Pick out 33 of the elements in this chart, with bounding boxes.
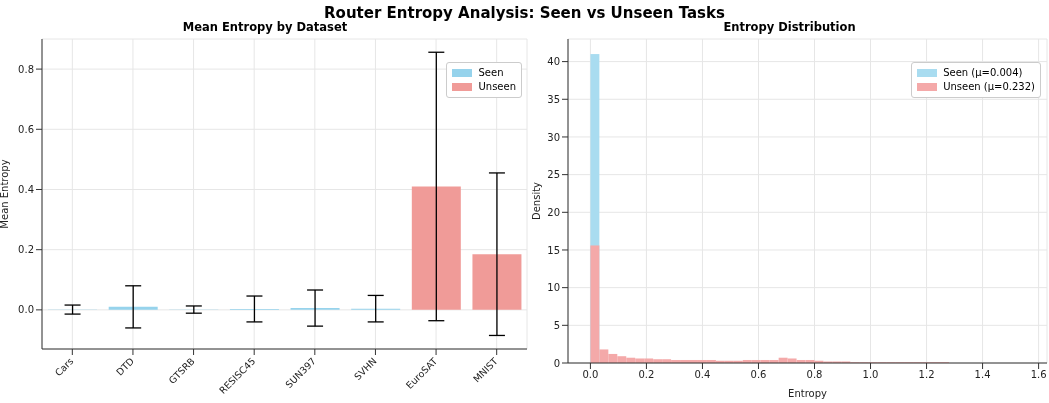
y-tick-label: 0.2 <box>18 244 34 256</box>
x-tick-label: 1.6 <box>1030 369 1047 381</box>
y-tick-label: 5 <box>553 319 560 331</box>
y-tick-label: 0 <box>553 357 560 369</box>
chart-title: Router Entropy Analysis: Seen vs Unseen Tasks <box>323 4 726 22</box>
y-tick-label: 15 <box>547 244 560 256</box>
x-tick-label: 0.0 <box>582 369 599 381</box>
legend-label: Seen (μ=0.004) <box>943 66 1023 80</box>
chart-subtitle: Entropy Distribution <box>722 20 857 34</box>
x-tick-label: 1.4 <box>974 369 991 381</box>
x-tick-label: 0.4 <box>694 369 711 381</box>
y-tick-label: 0.0 <box>18 304 34 316</box>
y-axis-title: Density <box>530 181 542 221</box>
legend-label: Unseen (μ=0.232) <box>943 80 1035 94</box>
y-tick-label: 25 <box>547 169 560 181</box>
chart-subtitle: Mean Entropy by Dataset <box>181 20 349 34</box>
x-tick-label: 0.8 <box>806 369 823 381</box>
y-tick-label: 0.4 <box>18 184 34 196</box>
x-axis-title: Entropy <box>788 388 827 399</box>
x-tick-label: 0.6 <box>750 369 767 381</box>
y-tick-label: 20 <box>547 206 560 218</box>
x-tick-label: 1.0 <box>862 369 879 381</box>
y-tick-label: 30 <box>547 131 560 143</box>
y-tick-label: 0.8 <box>18 63 34 75</box>
y-tick-label: 10 <box>547 282 560 294</box>
legend-label: Unseen <box>478 80 516 94</box>
y-axis-title: Mean Entropy <box>0 159 10 229</box>
x-tick-label: 0.2 <box>638 369 655 381</box>
y-tick-label: 0.6 <box>18 123 34 135</box>
legend-label: Seen <box>478 66 504 80</box>
y-tick-label: 35 <box>547 93 560 105</box>
x-tick-label: 1.2 <box>918 369 935 381</box>
y-tick-label: 40 <box>547 56 560 68</box>
